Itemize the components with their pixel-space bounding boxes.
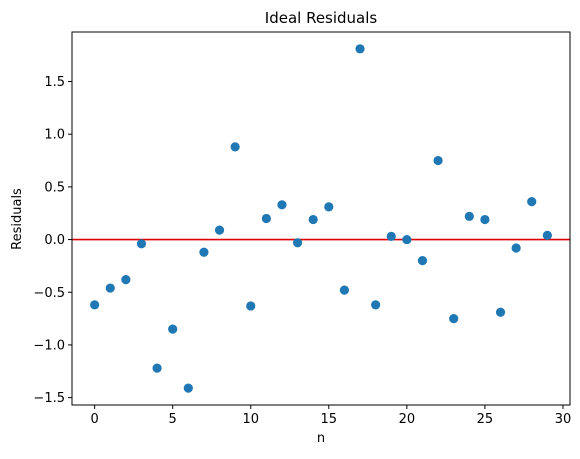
data-point — [230, 142, 240, 152]
data-point — [386, 231, 396, 242]
data-point — [308, 214, 318, 225]
plot-area — [71, 31, 571, 406]
y-tick-label: −1.5 — [33, 391, 65, 406]
data-point — [480, 214, 490, 225]
data-point — [246, 301, 256, 311]
data-point — [542, 230, 552, 240]
data-point — [355, 44, 365, 54]
data-point — [449, 313, 459, 324]
x-tick-label: 20 — [399, 412, 416, 427]
data-point — [199, 247, 209, 257]
x-tick-label: 5 — [169, 412, 177, 427]
y-tick-label: 0.5 — [44, 180, 65, 195]
data-point — [136, 239, 147, 249]
data-point — [214, 225, 225, 235]
data-point — [433, 155, 443, 166]
y-axis-ticks: −1.5 −1.0 −0.5 0.0 0.5 1.0 1.5 — [33, 75, 72, 406]
data-point — [495, 307, 506, 317]
x-axis-ticks: 0 5 10 15 20 25 30 — [90, 405, 571, 427]
data-point — [324, 202, 334, 212]
data-point — [464, 211, 474, 221]
data-point — [339, 285, 350, 295]
data-point — [527, 197, 537, 207]
y-tick-label: −1.0 — [33, 338, 65, 353]
data-point — [152, 363, 162, 373]
y-axis-label: Residuals — [10, 188, 25, 250]
data-point — [511, 243, 521, 253]
data-point — [277, 200, 287, 210]
data-point — [183, 383, 193, 393]
data-point — [402, 234, 412, 245]
x-tick-label: 10 — [242, 412, 259, 427]
data-point — [90, 300, 100, 310]
data-point — [261, 213, 271, 224]
data-point — [292, 238, 303, 248]
data-point — [105, 283, 115, 293]
x-axis-label: n — [317, 431, 325, 446]
y-tick-label: 0.0 — [44, 233, 65, 248]
x-tick-label: 15 — [321, 412, 338, 427]
data-point — [371, 300, 381, 310]
data-point — [417, 256, 428, 266]
data-point — [168, 324, 178, 334]
chart-title: Ideal Residuals — [265, 9, 378, 27]
plot-frame — [71, 31, 571, 406]
y-tick-label: 1.0 — [44, 128, 65, 143]
x-tick-label: 30 — [555, 412, 572, 427]
x-tick-label: 25 — [477, 412, 494, 427]
x-tick-label: 0 — [90, 412, 98, 427]
y-tick-label: −0.5 — [33, 286, 65, 301]
y-tick-label: 1.5 — [44, 75, 65, 90]
data-point — [121, 275, 131, 285]
